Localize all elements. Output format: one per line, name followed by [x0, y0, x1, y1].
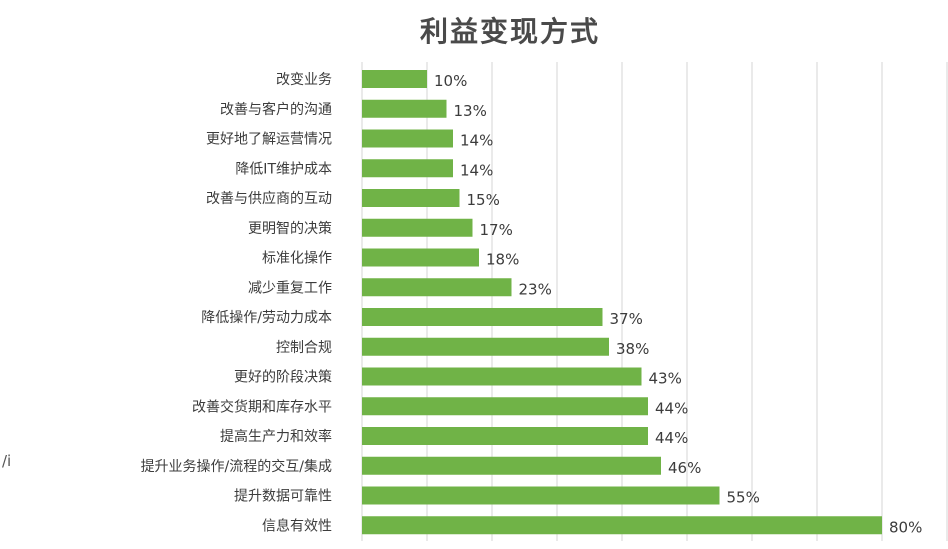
category-label: 减少重复工作 [248, 279, 332, 296]
category-label: 标准化操作 [262, 251, 332, 267]
bar [362, 486, 720, 505]
category-label: 改善交货期和库存水平 [192, 398, 332, 415]
value-label: 44% [655, 399, 688, 417]
value-label: 46% [668, 459, 701, 477]
bar [362, 99, 447, 118]
bar [362, 337, 609, 356]
value-label: 80% [889, 518, 922, 536]
bar [362, 367, 642, 386]
value-label: 38% [616, 340, 649, 358]
value-label: 37% [610, 310, 643, 328]
value-label: 15% [467, 191, 500, 209]
bar [362, 456, 661, 475]
value-label: 55% [727, 489, 760, 507]
value-label: 43% [649, 370, 682, 388]
category-label: 控制合规 [276, 340, 332, 356]
category-label: 改变业务 [276, 72, 332, 88]
value-label: 44% [655, 429, 688, 447]
value-label: 14% [460, 161, 493, 179]
category-label: 更明智的决策 [248, 220, 332, 237]
value-label: 18% [486, 251, 519, 269]
category-label: 更好地了解运营情况 [206, 132, 332, 148]
category-label: 降低操作/劳动力成本 [201, 310, 332, 326]
category-label: 信息有效性 [262, 517, 332, 534]
value-label: 10% [434, 72, 467, 90]
category-label: 改善与供应商的互动 [206, 190, 332, 207]
bar [362, 248, 479, 267]
value-label: 14% [460, 132, 493, 150]
category-label: 提升业务操作/流程的交互/集成 [141, 458, 332, 475]
bar [362, 516, 882, 535]
bar [362, 427, 648, 445]
stray-text: /i [2, 452, 12, 470]
bar [362, 70, 427, 88]
category-label: 提高生产力和效率 [220, 428, 332, 445]
category-label: 更好的阶段决策 [234, 369, 332, 386]
value-label: 17% [480, 221, 513, 239]
category-label: 提升数据可靠性 [234, 489, 332, 505]
bar [362, 308, 603, 326]
bar [362, 218, 473, 237]
category-label: 降低IT维护成本 [235, 161, 332, 177]
bar [362, 189, 460, 207]
bar [362, 278, 512, 297]
category-label: 改善与客户的沟通 [220, 101, 332, 118]
bar [362, 397, 648, 416]
chart-title: 利益变现方式 [419, 15, 600, 48]
value-label: 13% [454, 102, 487, 120]
value-label: 23% [519, 280, 552, 298]
bar [362, 129, 453, 148]
bar [362, 159, 453, 178]
